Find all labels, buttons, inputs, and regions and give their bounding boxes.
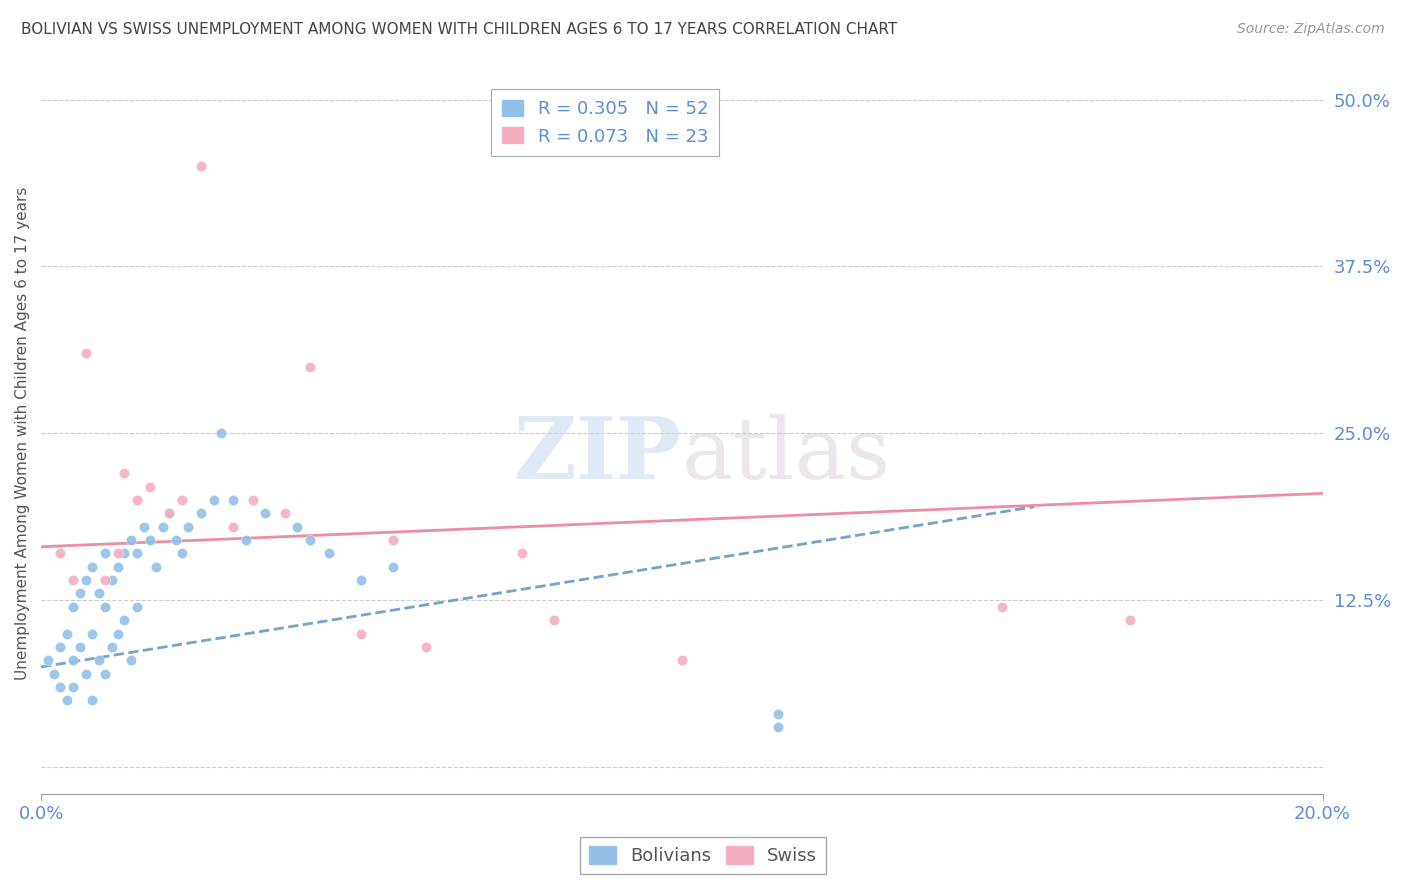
Point (62, 599, 84, 614)
Point (87, 586, 110, 600)
Point (157, 507, 180, 521)
Text: Source: ZipAtlas.com: Source: ZipAtlas.com (1237, 22, 1385, 37)
Point (543, 613, 565, 627)
Point (242, 493, 264, 508)
Point (382, 533, 405, 547)
Point (87, 653, 110, 667)
Point (1119, 613, 1142, 627)
Point (107, 626, 129, 640)
Point (82, 559, 104, 574)
Point (318, 546, 340, 560)
Point (350, 573, 373, 587)
Point (671, 653, 693, 667)
Point (94, 573, 117, 587)
Point (82, 693, 104, 707)
Point (170, 546, 193, 560)
Point (382, 559, 405, 574)
Point (107, 546, 129, 560)
Point (202, 493, 225, 508)
Point (75, 346, 97, 360)
Point (132, 520, 155, 534)
Point (112, 546, 135, 560)
Point (299, 359, 322, 374)
Point (127, 493, 149, 508)
Point (222, 520, 245, 534)
Point (42, 666, 65, 681)
Point (190, 160, 212, 174)
Point (94, 666, 117, 681)
Point (287, 520, 309, 534)
Point (190, 507, 212, 521)
Point (766, 720, 789, 734)
Point (177, 520, 200, 534)
Point (139, 480, 162, 494)
Point (100, 640, 122, 654)
Point (94, 599, 117, 614)
Point (127, 546, 149, 560)
Point (165, 533, 187, 547)
Point (254, 507, 277, 521)
Point (120, 533, 142, 547)
Text: ZIP: ZIP (515, 413, 682, 497)
Point (299, 533, 322, 547)
Point (112, 467, 135, 481)
Point (49, 640, 72, 654)
Point (75, 573, 97, 587)
Point (273, 507, 295, 521)
Point (69, 640, 91, 654)
Legend: Bolivians, Swiss: Bolivians, Swiss (579, 838, 827, 874)
Point (49, 546, 72, 560)
Point (766, 706, 789, 721)
Point (37, 653, 59, 667)
Point (222, 493, 245, 508)
Point (82, 626, 104, 640)
Point (62, 653, 84, 667)
Point (120, 653, 142, 667)
Point (75, 666, 97, 681)
Point (415, 640, 437, 654)
Point (139, 533, 162, 547)
Point (152, 520, 174, 534)
Point (49, 680, 72, 694)
Point (510, 546, 533, 560)
Point (235, 533, 257, 547)
Point (62, 680, 84, 694)
Text: BOLIVIAN VS SWISS UNEMPLOYMENT AMONG WOMEN WITH CHILDREN AGES 6 TO 17 YEARS CORR: BOLIVIAN VS SWISS UNEMPLOYMENT AMONG WOM… (21, 22, 897, 37)
Point (100, 573, 122, 587)
Legend: R = 0.305   N = 52, R = 0.073   N = 23: R = 0.305 N = 52, R = 0.073 N = 23 (491, 89, 718, 156)
Point (350, 626, 373, 640)
Point (170, 493, 193, 508)
Point (145, 559, 167, 574)
Point (69, 586, 91, 600)
Text: atlas: atlas (682, 413, 891, 497)
Point (94, 546, 117, 560)
Point (991, 599, 1014, 614)
Point (62, 573, 84, 587)
Point (112, 613, 135, 627)
Point (107, 559, 129, 574)
Point (55, 693, 77, 707)
Point (157, 507, 180, 521)
Point (55, 626, 77, 640)
Point (209, 426, 232, 441)
Point (127, 599, 149, 614)
Y-axis label: Unemployment Among Women with Children Ages 6 to 17 years: Unemployment Among Women with Children A… (15, 186, 30, 680)
